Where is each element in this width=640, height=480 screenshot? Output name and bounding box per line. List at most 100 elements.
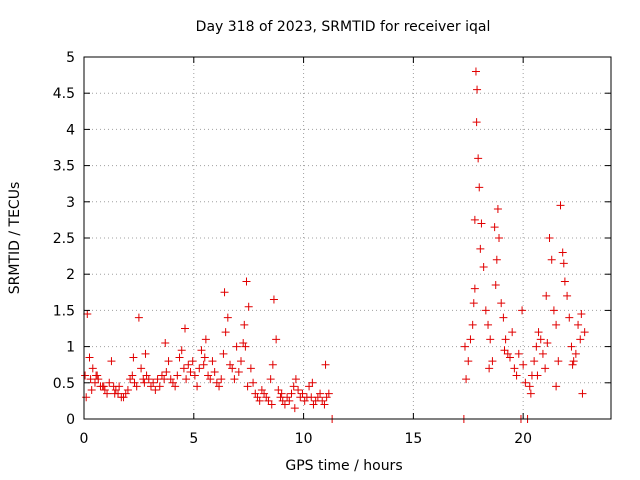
data-point: [149, 378, 158, 387]
data-point: [244, 302, 253, 311]
data-point: [499, 313, 508, 322]
data-point: [140, 378, 149, 387]
data-point: [88, 364, 97, 373]
data-point: [130, 378, 139, 387]
data-point: [264, 396, 273, 405]
data-point: [267, 400, 276, 409]
data-point: [508, 328, 517, 337]
data-point: [470, 215, 479, 224]
data-point: [171, 382, 180, 391]
data-point: [473, 85, 482, 94]
data-point: [571, 349, 580, 358]
data-point: [137, 364, 146, 373]
data-point: [251, 389, 260, 398]
data-point: [558, 248, 567, 257]
data-point: [184, 360, 193, 369]
data-point: [129, 353, 138, 362]
y-tick-label: 3: [66, 195, 75, 211]
data-point: [525, 382, 534, 391]
data-point: [257, 386, 266, 395]
data-point: [274, 386, 283, 395]
data-point: [578, 389, 587, 398]
data-point: [495, 234, 504, 242]
data-point: [285, 396, 294, 405]
data-point: [533, 371, 542, 380]
data-point: [226, 360, 235, 369]
chart-title: Day 318 of 2023, SRMTID for receiver iqa…: [196, 19, 491, 35]
data-point: [240, 320, 249, 329]
data-point: [197, 346, 206, 355]
data-point: [501, 335, 510, 344]
data-point: [547, 255, 556, 264]
data-point: [99, 382, 108, 391]
data-point: [188, 357, 197, 366]
data-point: [481, 306, 490, 315]
data-point: [215, 382, 224, 391]
data-point: [543, 338, 552, 347]
data-point: [475, 183, 484, 192]
data-point: [568, 360, 577, 369]
data-point: [241, 342, 250, 351]
data-point: [565, 313, 574, 322]
data-point: [510, 364, 519, 373]
data-point: [126, 375, 135, 384]
data-point: [542, 291, 551, 300]
x-tick-label: 20: [514, 431, 532, 447]
data-point: [266, 375, 275, 384]
data-point: [316, 389, 325, 398]
data-point: [177, 346, 186, 355]
data-point: [290, 404, 299, 413]
data-point: [462, 375, 471, 384]
data-point: [486, 335, 495, 344]
data-point: [243, 382, 252, 391]
data-point: [141, 349, 150, 358]
data-point: [239, 338, 248, 347]
y-tick-label: 2.5: [53, 231, 75, 247]
y-axis-label: SRMTID / TECUs: [7, 182, 23, 295]
data-point: [186, 367, 195, 376]
data-point: [577, 310, 586, 319]
data-point: [532, 342, 541, 351]
data-point: [110, 389, 119, 398]
data-point: [128, 371, 137, 380]
data-point: [534, 328, 543, 337]
data-point: [90, 378, 99, 387]
data-point: [320, 400, 329, 409]
gridlines: [84, 57, 611, 419]
data-point: [119, 393, 128, 402]
data-point: [123, 386, 132, 395]
data-point: [134, 313, 143, 322]
data-point: [471, 67, 480, 76]
data-point: [217, 375, 226, 384]
data-point: [469, 299, 478, 308]
data-point: [230, 375, 239, 384]
data-point: [536, 335, 545, 344]
data-point: [526, 389, 535, 398]
data-point: [474, 154, 483, 163]
y-tick-label: 0: [66, 412, 75, 428]
data-point: [206, 375, 215, 384]
data-point: [83, 310, 92, 319]
data-point: [563, 291, 572, 300]
data-point: [237, 357, 246, 366]
data-point: [210, 367, 219, 376]
data-point: [313, 393, 322, 402]
y-tick-label: 1.5: [53, 303, 75, 319]
axis-ticks: 0 0.5 1 1.5 2 2.5 3 3.5 4 4.5 5 0 5 10 15 20: [53, 50, 611, 447]
x-tick-label: 0: [80, 431, 89, 447]
data-point: [322, 393, 331, 402]
data-point: [485, 364, 494, 373]
data-point: [574, 320, 583, 329]
data-point: [488, 357, 497, 366]
data-point: [468, 320, 477, 329]
data-point: [477, 219, 486, 228]
data-point: [223, 313, 232, 322]
data-point: [105, 378, 114, 387]
data-point: [460, 342, 469, 351]
data-point: [560, 277, 569, 286]
data-point: [255, 396, 264, 405]
data-point: [283, 393, 292, 402]
data-point: [324, 389, 333, 398]
data-point: [300, 396, 309, 405]
data-point: [464, 357, 473, 366]
